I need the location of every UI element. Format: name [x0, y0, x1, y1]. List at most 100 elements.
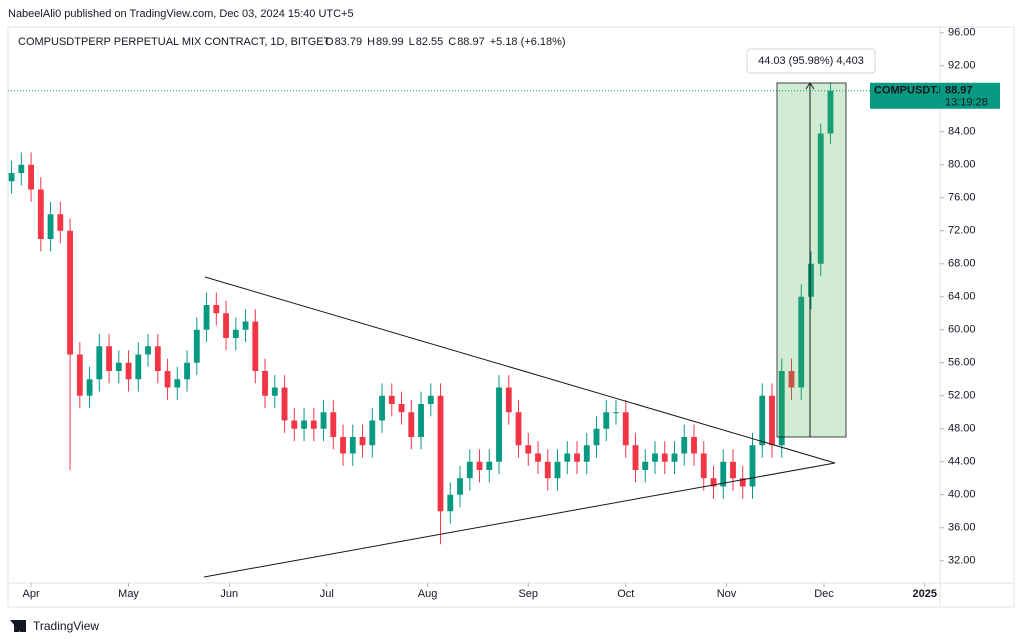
y-tick-label: 40.00 [948, 489, 976, 501]
y-tick-label: 48.00 [948, 423, 976, 435]
plot [8, 82, 834, 545]
trendline-upper [204, 276, 836, 464]
candle-body [37, 189, 44, 240]
candle-body [135, 354, 142, 380]
candle-body [613, 412, 619, 414]
price-label-symbol: COMPUSDT.P [874, 85, 946, 97]
ohlc-key: C [448, 36, 456, 48]
candle-body [749, 445, 756, 487]
ohlc-value: 83.79 [335, 36, 363, 48]
candle-body [486, 461, 493, 470]
y-tick-label: 44.00 [948, 456, 976, 468]
x-tick-label: Oct [617, 588, 634, 600]
y-tick-label: 52.00 [948, 390, 976, 402]
candle-body [574, 453, 580, 462]
candle-body [457, 478, 463, 495]
ohlc-value: 88.97 [457, 36, 485, 48]
candle-body [76, 354, 83, 396]
candle-body [262, 370, 268, 396]
candle-body [681, 436, 688, 454]
candle-body [47, 214, 54, 240]
x-tick-label: Apr [23, 588, 40, 600]
footer-brand: TradingView [33, 619, 99, 633]
candle-body [369, 420, 376, 446]
y-tick-label: 80.00 [948, 159, 976, 171]
candle-body [184, 362, 190, 380]
y-tick-label: 60.00 [948, 324, 976, 336]
candle-body [145, 346, 151, 355]
candle-body [652, 453, 658, 462]
candle-body [349, 436, 356, 454]
candle-body [466, 461, 473, 479]
chart-frame [7, 26, 1015, 608]
candle-body [437, 395, 444, 512]
candle-body [496, 387, 502, 462]
y-tick-label: 68.00 [948, 258, 976, 270]
candle-body [788, 370, 795, 388]
candle-body [778, 370, 785, 446]
candle-body [242, 321, 249, 330]
candle-body [447, 494, 454, 512]
candle-body [622, 412, 629, 446]
measure-arrowhead [805, 82, 815, 90]
y-tick-label: 92.00 [948, 60, 976, 72]
ohlc-value: 82.55 [416, 36, 444, 48]
candle-body [661, 453, 668, 462]
candle-body [340, 436, 346, 454]
candle-body [86, 379, 93, 396]
candle-body [817, 133, 824, 264]
candle-body [583, 445, 590, 462]
candle-body [125, 362, 132, 380]
ohlc-legend: O 83.79 H 89.99 L 82.55 C 88.97 +5.18 (+6.18%) [325, 36, 566, 48]
y-tick-label: 64.00 [948, 291, 976, 303]
y-tick-label: 72.00 [948, 225, 976, 237]
y-tick-label: 32.00 [948, 555, 976, 567]
candle-body [730, 461, 736, 479]
x-tick-label: Jun [220, 588, 238, 600]
candle-body [769, 395, 775, 446]
candle-body [252, 321, 259, 371]
candle-body [154, 346, 161, 371]
candle-body [720, 461, 727, 487]
candle-body [525, 445, 532, 454]
candle-body [203, 305, 210, 330]
x-tick-label: Nov [717, 588, 737, 600]
measure-label: 44.03 (95.98%) 4,403 [758, 55, 864, 67]
ohlc-key: H [367, 36, 375, 48]
candle-body [671, 453, 678, 462]
candle-body [544, 461, 551, 479]
candle-body [808, 263, 814, 297]
candle-body [330, 412, 337, 437]
candle-body [310, 420, 317, 429]
ohlc-key: O [325, 36, 334, 48]
candle-body [535, 453, 541, 462]
symbol-title: COMPUSDTPERP PERPETUAL MIX CONTRACT, 1D,… [18, 36, 331, 48]
candle-body [96, 346, 103, 380]
candle-body [642, 461, 649, 470]
candle-body [232, 329, 239, 338]
candle-body [632, 445, 639, 470]
candle-body [515, 412, 522, 446]
trendline-lower [203, 462, 836, 578]
y-tick-label: 76.00 [948, 192, 976, 204]
candle-body [223, 313, 229, 338]
x-tick-label: Sep [518, 588, 538, 600]
candle-body [739, 478, 746, 487]
candle-body [398, 403, 405, 413]
y-tick-label: 96.00 [948, 27, 976, 39]
price-axis-label-bg [940, 82, 1000, 109]
candle-body [281, 387, 288, 421]
x-tick-label: May [118, 588, 139, 600]
candle-body [418, 403, 424, 437]
candle-body [57, 214, 64, 231]
measure-label-box [746, 48, 876, 74]
tradingview-logo [10, 620, 26, 632]
candle-body [106, 346, 112, 371]
publish-info: NabeelAli0 published on TradingView.com,… [8, 8, 354, 20]
candle-body [408, 412, 415, 437]
candle-body [603, 412, 610, 429]
candle-body [8, 173, 15, 182]
candle-body [554, 461, 561, 479]
candle-body [67, 230, 73, 355]
